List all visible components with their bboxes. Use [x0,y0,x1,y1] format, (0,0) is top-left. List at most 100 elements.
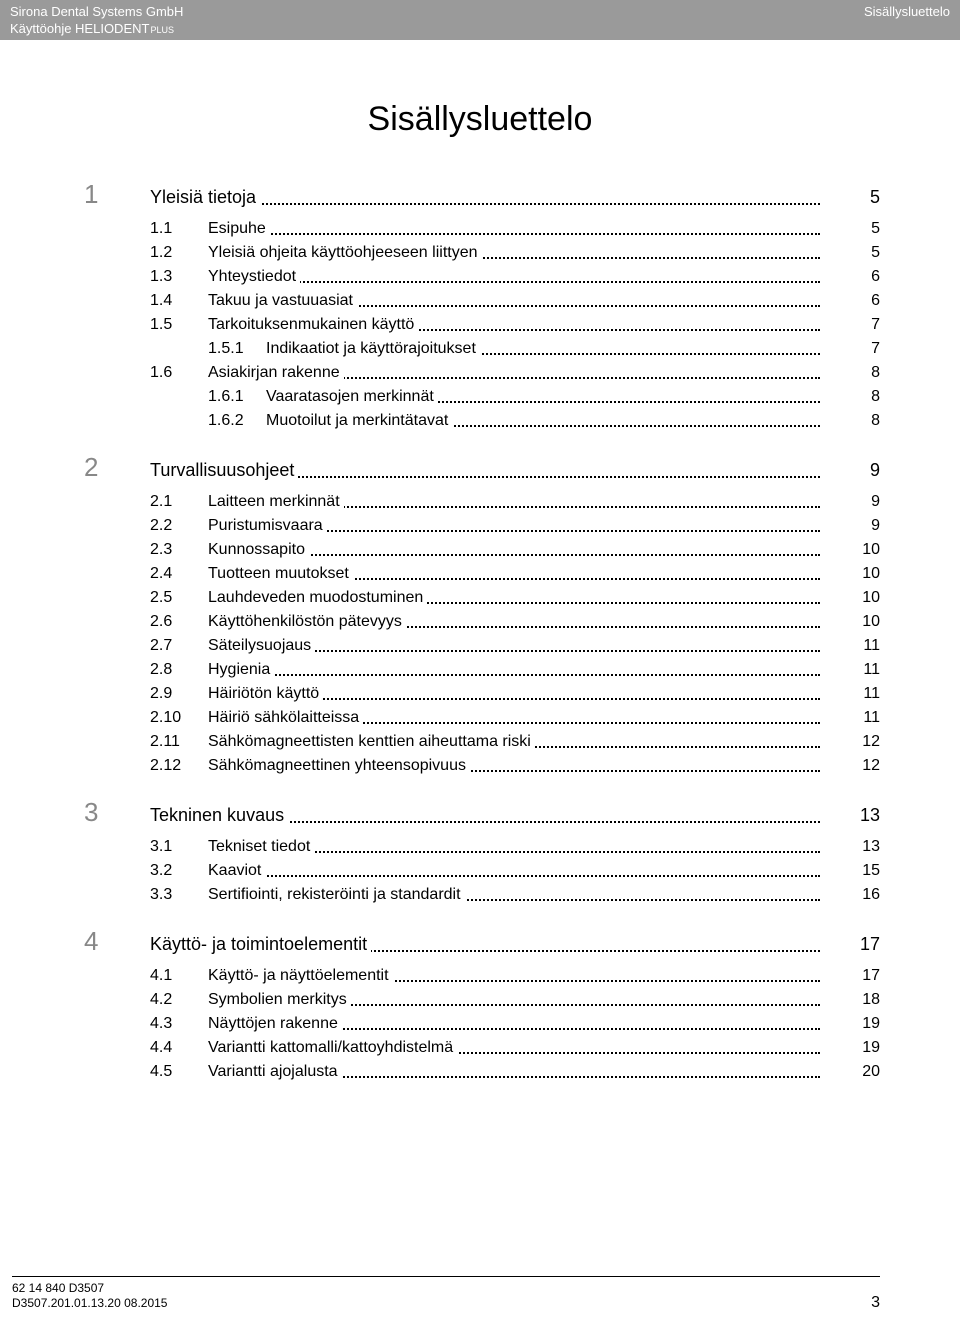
toc-subsub-number: 1.6.2 [208,412,266,430]
toc-sub-number: 2.7 [150,637,208,655]
toc-row: 1.4Takuu ja vastuuasiat6 [80,292,880,310]
toc-chapter-number: 2 [80,452,150,483]
toc-title-col: Variantti kattomalli/kattoyhdistelmä [208,1039,820,1057]
toc-title-text: Tuotteen muutokset [208,565,353,582]
toc-page-number: 6 [820,292,880,310]
toc-sub-number: 2.8 [150,661,208,679]
toc-title-text: Sertifiointi, rekisteröinti ja standardi… [208,886,465,903]
toc-title-text: Turvallisuusohjeet [150,460,298,480]
toc-subsub-number: 1.5.1 [208,340,266,358]
toc-row: 1.2Yleisiä ohjeita käyttöohjeeseen liitt… [80,244,880,262]
toc-page-number: 10 [820,541,880,559]
toc-title-text: Käyttö- ja näyttöelementit [208,967,393,984]
toc-title-col: Variantti ajojalusta [208,1063,820,1081]
footer-left: 62 14 840 D3507 D3507.201.01.13.20 08.20… [12,1281,167,1312]
toc-title-text: Yleisiä tietoja [150,187,260,207]
toc-title-col: Laitteen merkinnät [208,493,820,511]
toc-sub-number: 2.6 [150,613,208,631]
toc-leader-dots [208,233,820,235]
toc-sub-number: 2.5 [150,589,208,607]
toc-title-text: Kunnossapito [208,541,309,558]
header-left: Sirona Dental Systems GmbH Käyttöohje HE… [10,4,183,36]
toc-page-number: 11 [820,685,880,703]
toc-title-text: Asiakirjan rakenne [208,364,344,381]
toc-title-col: Puristumisvaara [208,517,820,535]
toc-page-number: 7 [820,316,880,334]
toc-page-number: 5 [820,187,880,208]
toc-row: 2.1Laitteen merkinnät9 [80,493,880,511]
toc-title-col: Takuu ja vastuuasiat [208,292,820,310]
toc-title-col: Kaaviot [208,862,820,880]
toc-row: 2.7Säteilysuojaus11 [80,637,880,655]
toc-page-number: 9 [820,493,880,511]
toc-title-col: Tekniset tiedot [208,838,820,856]
toc-title-col: Indikaatiot ja käyttörajoitukset [266,340,820,358]
footer-line1: 62 14 840 D3507 [12,1281,167,1297]
toc-chapter-number: 4 [80,926,150,957]
toc-title-text: Yleisiä ohjeita käyttöohjeeseen liittyen [208,244,482,261]
toc-title-text: Muotoilut ja merkintätavat [266,412,452,429]
toc-leader-dots [208,674,820,676]
page-title: Sisällysluettelo [0,100,960,139]
toc-page-number: 11 [820,709,880,727]
header-doc-prefix: Käyttöohje HELIODENT [10,21,149,36]
toc-chapter-number: 1 [80,179,150,210]
toc-sub-number: 2.3 [150,541,208,559]
toc-row: 2.6Käyttöhenkilöstön pätevyys10 [80,613,880,631]
toc-row: 3.2Kaaviot15 [80,862,880,880]
toc-title-col: Tuotteen muutokset [208,565,820,583]
toc-page-number: 11 [820,661,880,679]
toc-page-number: 8 [820,364,880,382]
footer-row: 62 14 840 D3507 D3507.201.01.13.20 08.20… [12,1281,880,1312]
toc-sub-number: 2.12 [150,757,208,775]
toc-title-col: Sähkömagneettisten kenttien aiheuttama r… [208,733,820,751]
toc-page-number: 9 [820,460,880,481]
toc-title-text: Lauhdeveden muodostuminen [208,589,427,606]
toc-title-col: Yhteystiedot [208,268,820,286]
toc-sub-number: 1.4 [150,292,208,310]
toc-leader-dots [208,875,820,877]
toc-page-number: 12 [820,733,880,751]
toc-row: 2.8Hygienia11 [80,661,880,679]
toc-page-number: 20 [820,1063,880,1081]
toc-sub-number: 3.2 [150,862,208,880]
toc-row: 4.1Käyttö- ja näyttöelementit17 [80,967,880,985]
toc-sub-number: 1.6 [150,364,208,382]
toc-page-number: 7 [820,340,880,358]
page-footer: 62 14 840 D3507 D3507.201.01.13.20 08.20… [0,1276,960,1312]
toc-title-text: Laitteen merkinnät [208,493,344,510]
toc-title-col: Näyttöjen rakenne [208,1015,820,1033]
toc-sub-number: 4.4 [150,1039,208,1057]
toc-row: 2.12Sähkömagneettinen yhteensopivuus12 [80,757,880,775]
toc-sub-number: 4.2 [150,991,208,1009]
toc-row: 1.3Yhteystiedot6 [80,268,880,286]
header-right: Sisällysluettelo [864,4,950,36]
toc-sub-number: 2.9 [150,685,208,703]
toc-page-number: 17 [820,967,880,985]
toc-title-col: Muotoilut ja merkintätavat [266,412,820,430]
toc-title-col: Tarkoituksenmukainen käyttö [208,316,820,334]
toc-title-text: Säteilysuojaus [208,637,315,654]
toc-title-col: Kunnossapito [208,541,820,559]
toc-title-text: Tekniset tiedot [208,838,314,855]
toc-sub-number: 3.1 [150,838,208,856]
toc-title-col: Sertifiointi, rekisteröinti ja standardi… [208,886,820,904]
toc-title-text: Tarkoituksenmukainen käyttö [208,316,418,333]
toc-sub-number: 2.2 [150,517,208,535]
toc-title-col: Käyttö- ja näyttöelementit [208,967,820,985]
toc-title-text: Variantti kattomalli/kattoyhdistelmä [208,1039,457,1056]
toc-page-number: 13 [820,805,880,826]
toc-row: 2.2Puristumisvaara9 [80,517,880,535]
toc-row: 2Turvallisuusohjeet 9 [80,452,880,483]
toc-subsub-number: 1.6.1 [208,388,266,406]
table-of-contents: 1Yleisiä tietoja51.1Esipuhe51.2Yleisiä o… [0,179,960,1081]
toc-row: 4.3Näyttöjen rakenne19 [80,1015,880,1033]
header-company: Sirona Dental Systems GmbH [10,4,183,19]
toc-title-text: Puristumisvaara [208,517,327,534]
toc-row: 1Yleisiä tietoja 5 [80,179,880,210]
toc-title-text: Vaaratasojen merkinnät [266,388,438,405]
toc-row: 4.5Variantti ajojalusta20 [80,1063,880,1081]
toc-title-text: Symbolien merkitys [208,991,351,1008]
toc-sub-number: 4.3 [150,1015,208,1033]
toc-page-number: 10 [820,589,880,607]
